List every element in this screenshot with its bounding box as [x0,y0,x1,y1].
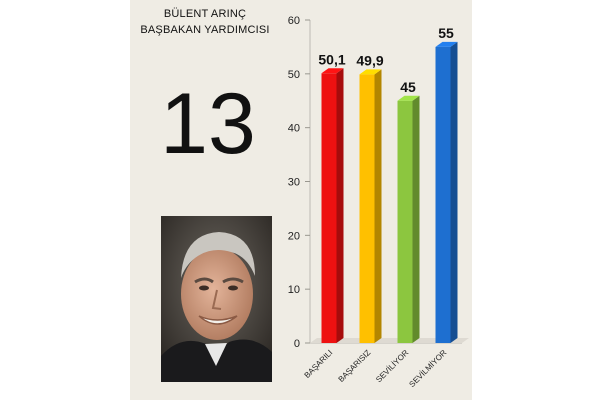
bars [321,41,458,344]
bar-top [397,95,420,101]
person-name: BÜLENT ARINÇ [163,8,247,20]
y-tick-label: 30 [288,177,300,189]
y-tick-label: 0 [294,338,300,350]
portrait-image [161,216,272,382]
bar-side [374,69,382,343]
bar [321,68,344,344]
value-label: 45 [400,79,416,95]
bar-top [359,69,382,75]
value-label: 50,1 [318,51,345,67]
value-label: 49,9 [356,52,383,68]
y-tick-label: 40 [288,123,300,135]
bar-side [450,41,458,344]
chart-floor [310,338,469,343]
bar-front [397,100,413,343]
x-tick-label: SEVİLMİYOR [407,348,448,389]
bar-side [336,68,344,344]
bar-front [359,74,375,343]
y-tick-label: 50 [288,69,300,81]
value-label: 55 [438,25,454,41]
x-tick-label: BAŞARILI [303,348,335,380]
y-tick-label: 10 [288,284,300,296]
bar-front [435,46,451,344]
bar-side [412,95,420,343]
bar-top [435,41,458,47]
portrait-photo [161,216,272,382]
x-tick-label: SEVİLİYOR [374,348,410,384]
x-tick-label: BAŞARISIZ [336,348,372,384]
bar [359,69,382,343]
bar [435,41,458,344]
bar-top [321,68,344,74]
bar-front [321,73,337,344]
y-tick-label: 20 [288,230,300,242]
bar [397,95,420,343]
person-role: BAŞBAKAN YARDIMCISI [140,24,270,36]
y-tick-label: 60 [288,15,300,27]
rank-number: 13 [160,76,256,172]
value-labels: 50,1 49,9 45 55 [318,25,454,95]
